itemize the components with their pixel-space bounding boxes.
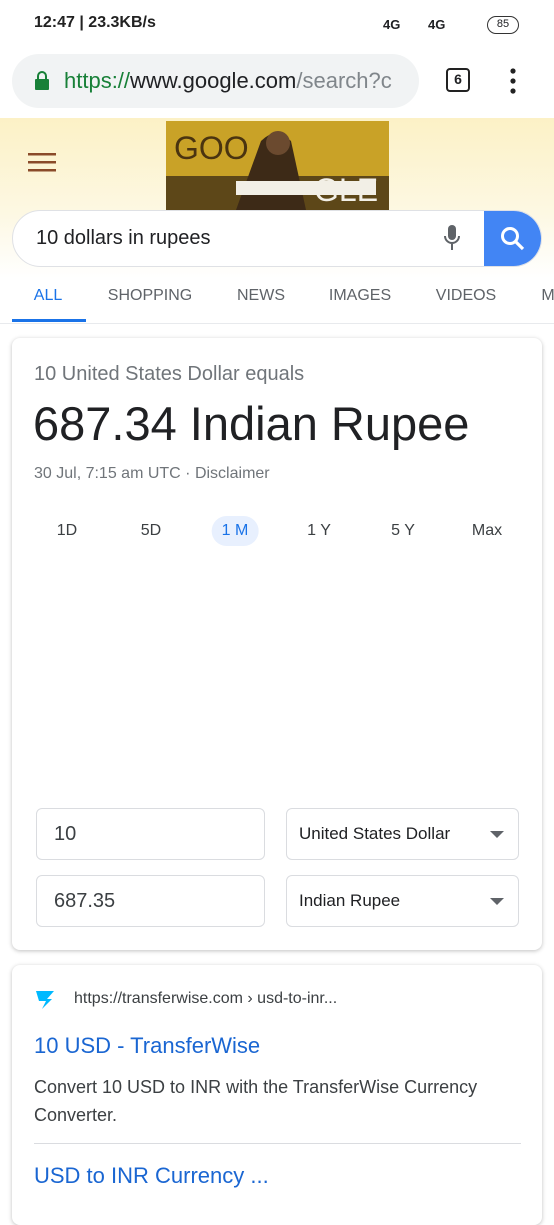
url-scheme: https:// [64, 68, 131, 93]
search-icon [501, 227, 525, 251]
amount-text: 10 [54, 823, 77, 845]
range-button[interactable]: Max [471, 522, 503, 539]
currency-text: Indian Rupee [299, 891, 401, 910]
search-box[interactable]: 10 dollars in rupees [12, 210, 542, 267]
range-button[interactable]: 1 Y [307, 522, 331, 539]
search-button[interactable] [484, 211, 541, 266]
amount-text: 687.35 [54, 890, 116, 912]
range-button[interactable]: 5D [140, 522, 162, 539]
card-subtitle: 10 United States Dollar equals [34, 363, 305, 385]
currency-select[interactable]: Indian Rupee [286, 875, 519, 927]
tab[interactable]: SHOPPING [107, 287, 193, 304]
doodle-text: GOO [174, 130, 249, 166]
network: 4G [428, 17, 446, 32]
page: 12:47 | 23.3KB/s 4G 4G 85 https://www.go… [0, 14, 554, 1188]
doodle-text: GLE [314, 172, 378, 208]
hamburger[interactable] [28, 152, 56, 172]
range-button[interactable]: 1 M [211, 516, 259, 546]
site-icon [36, 991, 54, 1009]
result-snippet: Convert 10 USD to INR with the TransferW… [34, 1077, 478, 1125]
address-bar[interactable]: https://www.google.com/search?c [12, 54, 419, 108]
status-time: 12:47 | 23.3KB/s [34, 14, 156, 31]
amount-input[interactable]: 687.35 [36, 875, 265, 927]
currency-select[interactable]: United States Dollar [286, 808, 519, 860]
result-title[interactable]: 10 USD - TransferWise [34, 1033, 261, 1058]
divider [34, 1143, 521, 1144]
doodle[interactable]: GOO GLE [166, 121, 389, 210]
result-url: https://transferwise.com › usd-to-inr... [74, 990, 338, 1007]
result-title[interactable]: USD to INR Currency ... [34, 1163, 269, 1188]
tab[interactable]: NEWS [237, 287, 285, 304]
search-query: 10 dollars in rupees [36, 227, 211, 249]
tab-count[interactable]: 6 [446, 68, 470, 92]
network: 4G [383, 17, 401, 32]
amount-input[interactable]: 10 [36, 808, 265, 860]
range-button[interactable]: 5 Y [391, 522, 415, 539]
chart: 69.569.068.568.07 Jul15 Jul23 Jul+0.1103… [0, 545, 554, 790]
tab[interactable]: ALL [33, 287, 63, 304]
tab[interactable]: VIDEOS [435, 287, 497, 304]
url-path: /search?c [296, 68, 392, 93]
card-timestamp: 30 Jul, 7:15 am UTC · Disclaimer [34, 465, 270, 482]
battery: 85 [487, 16, 519, 34]
menu-button[interactable] [508, 68, 518, 94]
divider [0, 323, 554, 324]
tab[interactable]: M [541, 287, 554, 304]
card-result: 687.34 Indian Rupee [33, 397, 470, 450]
currency-text: United States Dollar [299, 824, 451, 843]
url-host: www.google.com [130, 68, 297, 93]
mic-icon[interactable] [443, 224, 461, 252]
lock-icon [35, 71, 49, 90]
range-button[interactable]: 1D [56, 522, 78, 539]
tab-indicator [12, 319, 86, 322]
tab[interactable]: IMAGES [328, 287, 392, 304]
